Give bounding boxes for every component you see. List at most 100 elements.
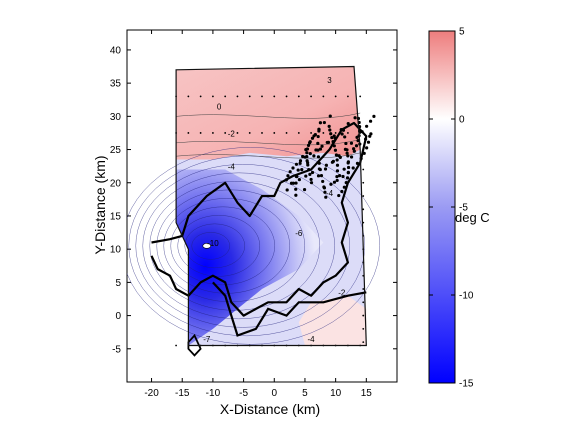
coastline-speckle [298,161,302,165]
coastline-speckle [363,137,368,141]
x-tick-label: -5 [239,388,248,399]
coastline-speckle [328,114,332,118]
coastline-speckle [313,133,317,137]
coastline-speckle [324,163,328,167]
coastline-speckle [312,154,316,158]
coastline-speckle [318,147,323,151]
coastline-speckle [330,135,334,140]
coastline-speckle [288,170,292,174]
station-dot [362,181,365,184]
coastline-speckle [301,154,305,159]
colorbar-tick-label: 5 [459,27,465,38]
contour-label: -4 [308,335,316,344]
coastline-speckle [344,141,348,146]
coastline-speckle [365,124,369,128]
coastline-speckle [328,128,332,132]
coastline-speckle [335,163,340,167]
y-tick-label: 15 [110,211,122,222]
coastline-speckle [332,180,337,184]
station-dot [273,132,276,134]
isotherm-line [191,232,231,260]
station-dot [362,301,365,304]
contour-label: -2 [228,129,236,138]
station-dot [175,344,177,347]
contour-labels: 3 0 -2 -4 -10 -6 -4 -2 -7 -4 [203,76,346,344]
station-dot [334,95,337,98]
station-dot [359,132,362,134]
y-tick-label: 5 [115,278,121,289]
coastline-speckle [343,135,347,139]
contour-label: -4 [326,189,334,198]
temperature-field: 3 0 -2 -4 -10 -6 -4 -2 -7 -4 [127,65,380,357]
station-dot [273,95,276,98]
station-dot [224,95,227,98]
coastline-speckle [284,178,288,182]
contour-label: 3 [327,76,332,85]
slightly-warm-region [298,295,367,346]
isotherm-line [177,215,261,277]
coastline-speckle [317,129,321,133]
coastline-speckle [309,177,313,182]
coastline-speckle [327,124,331,129]
y-tick-label: 30 [110,112,122,123]
x-axis-ticks: -20 -15 -10 -5 0 5 10 15 [144,30,372,399]
coastline-speckle [300,167,304,172]
coastline-island [187,333,202,357]
coastline-speckle [345,151,349,155]
station-dot [322,132,325,134]
coastline-speckle [294,193,298,197]
domain-outline [175,65,367,347]
plot-frame [126,29,398,383]
coastline-speckle [323,167,328,171]
coastline-speckle [338,155,342,159]
coastline-speckle [368,134,372,138]
coastline-speckle [308,140,312,144]
x-tick-label: 0 [271,388,277,399]
coastline-speckle [335,178,339,183]
station-dot [362,314,365,317]
coastline-speckle [316,134,320,139]
colorbar-label: deg C [455,210,490,225]
station-dot [261,132,263,134]
contour-label: 0 [217,103,222,112]
contour-label: -7 [203,335,211,344]
coastline-speckle [310,170,315,175]
station-dot [261,95,263,98]
coastline-speckle [307,167,311,172]
coastline-speckle [286,174,290,178]
coastline-speckle [369,132,373,136]
coastline-speckle [291,166,295,170]
coastline-speckle [342,185,346,189]
isotherm-line [184,223,246,269]
coastline-speckle [341,128,346,132]
station-dot [297,132,300,134]
station-dot [236,132,239,134]
coastline-speckle [295,175,299,179]
station-dot [310,132,312,134]
y-tick-label: 35 [110,79,122,90]
coastline-speckle [351,166,355,170]
station-dot [334,132,337,134]
station-dot [199,132,202,134]
contour-label: -2 [338,289,346,298]
isotherm-line [176,112,361,119]
y-tick-label: -5 [112,344,121,355]
coastline-speckle [346,160,350,164]
station-dot [362,195,365,197]
coastline-speckle [316,174,321,178]
coastline-path [150,121,368,317]
coastline-speckle [362,151,366,155]
station-dot [310,95,312,98]
coastline-speckle [322,185,326,189]
coastline-speckle [368,119,373,123]
station-dot [212,95,214,98]
isotherm-line [149,181,321,311]
coastline-speckle [309,181,314,185]
coastline-speckle [365,146,369,150]
coastline-speckle [329,182,333,186]
coastline-speckle [340,132,344,136]
station-dot [359,95,362,98]
y-tick-label: 0 [115,311,121,322]
isotherm-line [170,206,276,286]
